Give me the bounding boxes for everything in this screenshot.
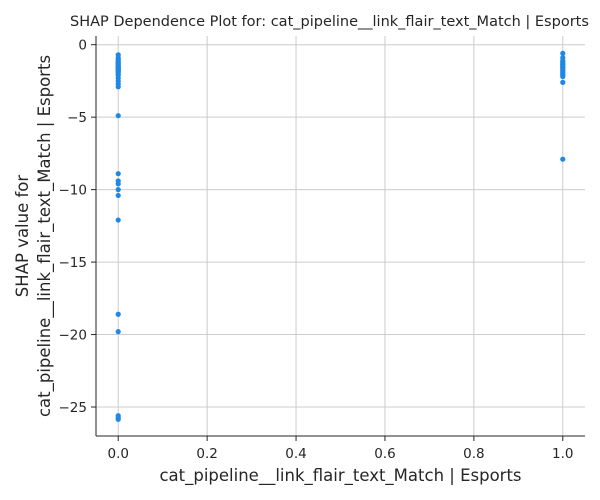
chart-title: SHAP Dependence Plot for: cat_pipeline__… <box>70 14 589 30</box>
data-point <box>115 113 121 119</box>
y-axis-label-line-2: cat_pipeline__link_flair_text_Match | Es… <box>35 55 55 417</box>
data-point <box>115 187 121 193</box>
data-point <box>115 329 121 335</box>
x-axis-label: cat_pipeline__link_flair_text_Match | Es… <box>159 466 521 486</box>
x-tick-label: 0.8 <box>463 446 484 462</box>
y-tick-label: 0 <box>78 38 87 54</box>
y-axis-label: SHAP value for cat_pipeline__link_flair_… <box>13 55 55 417</box>
y-ticks: 0 −5 −10 −15 −20 −25 <box>59 38 96 416</box>
y-axis-label-line-1: SHAP value for <box>13 175 32 298</box>
data-point <box>115 192 121 199</box>
data-point <box>115 68 121 75</box>
y-tick-label: −5 <box>67 110 87 126</box>
x-tick-label: 1.0 <box>552 446 573 462</box>
data-point <box>115 416 121 422</box>
data-point <box>115 171 121 177</box>
y-gridlines <box>96 44 585 408</box>
data-point <box>115 56 121 62</box>
x-tick-label: 0.6 <box>374 446 395 462</box>
x-tick-label: 0.0 <box>107 446 128 462</box>
y-tick-label: −25 <box>59 400 88 416</box>
data-point <box>115 217 121 223</box>
data-point <box>560 156 566 162</box>
y-tick-label: −15 <box>59 255 88 271</box>
data-point <box>115 84 121 90</box>
x-gridlines <box>117 36 564 436</box>
data-point <box>560 73 566 80</box>
data-point <box>560 64 566 70</box>
data-point <box>115 181 121 187</box>
x-tick-label: 0.2 <box>196 446 217 462</box>
data-points <box>115 50 566 422</box>
x-tick-label: 0.4 <box>285 446 306 462</box>
y-tick-label: −10 <box>59 183 88 199</box>
x-ticks: 0.0 0.2 0.4 0.6 0.8 1.0 <box>107 436 574 462</box>
data-point <box>115 311 121 317</box>
data-point <box>560 79 566 85</box>
data-point <box>560 50 566 56</box>
y-tick-label: −20 <box>59 328 88 344</box>
